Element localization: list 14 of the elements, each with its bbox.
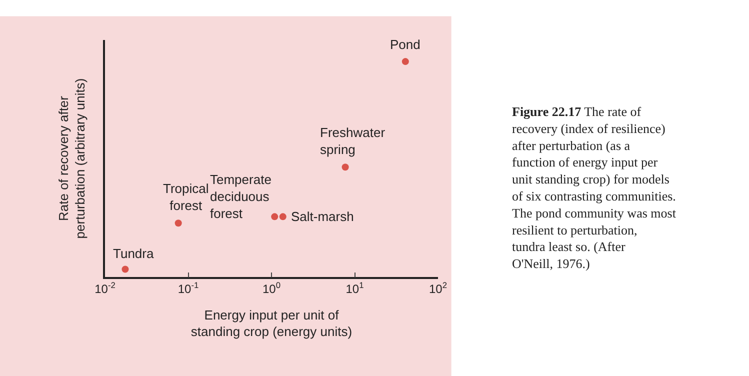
x-tick-label: 10$^{0}$	[262, 280, 281, 296]
x-tick-label: 10$^{2}$	[428, 280, 448, 296]
annotation: Freshwater spring	[320, 125, 386, 157]
annotation: Tundra	[113, 246, 154, 261]
x-tick-label: 10$^{1}$	[346, 280, 364, 296]
annotation: Temperate deciduous forest	[210, 172, 272, 221]
annotation: Tropical forest	[163, 181, 209, 213]
annotation: Salt-marsh	[291, 209, 354, 224]
x-tick-label: 10$^{-2}$	[94, 280, 116, 296]
caption: Figure 22.17	[512, 104, 582, 119]
annotation: Pond	[390, 37, 420, 52]
y-axis-title: Rate of recovery after perturbation (arbitrary units)	[56, 78, 88, 239]
x-axis-title: Energy input per unit of standing crop (energy units)	[190, 307, 352, 340]
x-tick-label: 10$^{-1}$	[178, 280, 199, 296]
